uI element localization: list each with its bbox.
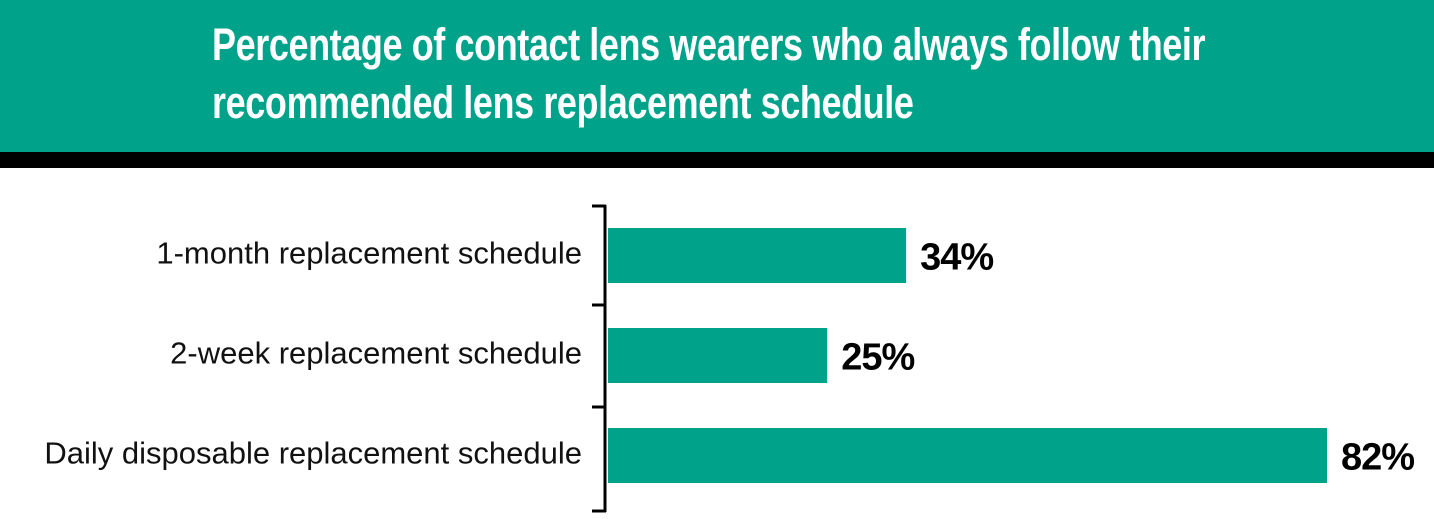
value-label: 82% <box>1341 437 1414 479</box>
header-band: Percentage of contact lens wearers who a… <box>0 0 1434 168</box>
category-label: 2-week replacement schedule <box>170 336 582 371</box>
category-bracket <box>592 204 607 513</box>
bar <box>608 328 828 383</box>
bar <box>608 228 907 283</box>
category-label: Daily disposable replacement schedule <box>44 436 582 471</box>
chart-title: Percentage of contact lens wearers who a… <box>212 19 1206 128</box>
value-label: 34% <box>920 237 993 279</box>
value-label: 25% <box>841 337 914 379</box>
category-label: 1-month replacement schedule <box>156 236 582 271</box>
bar <box>608 428 1327 483</box>
